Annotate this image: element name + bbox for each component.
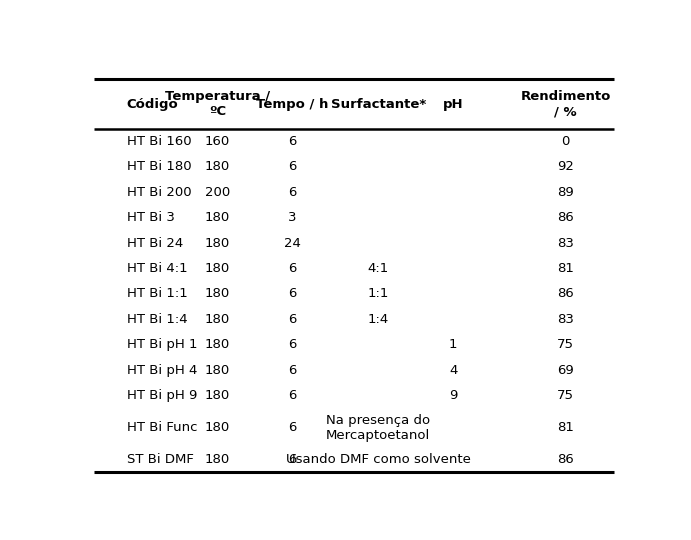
Text: HT Bi 1:1: HT Bi 1:1 <box>126 287 187 300</box>
Text: 69: 69 <box>558 363 574 376</box>
Text: 6: 6 <box>288 389 296 402</box>
Text: 4:1: 4:1 <box>368 262 389 275</box>
Text: 6: 6 <box>288 338 296 351</box>
Text: 180: 180 <box>205 211 230 224</box>
Text: HT Bi 180: HT Bi 180 <box>126 160 191 173</box>
Text: 180: 180 <box>205 421 230 434</box>
Text: 6: 6 <box>288 160 296 173</box>
Text: 6: 6 <box>288 135 296 148</box>
Text: 0: 0 <box>562 135 570 148</box>
Text: Rendimento
/ %: Rendimento / % <box>520 90 611 118</box>
Text: HT Bi 200: HT Bi 200 <box>126 186 191 199</box>
Text: 180: 180 <box>205 338 230 351</box>
Text: Surfactante*: Surfactante* <box>330 98 426 111</box>
Text: 75: 75 <box>557 338 574 351</box>
Text: 200: 200 <box>205 186 230 199</box>
Text: 180: 180 <box>205 389 230 402</box>
Text: Na presença do
Mercaptoetanol: Na presença do Mercaptoetanol <box>326 414 430 442</box>
Text: Usando DMF como solvente: Usando DMF como solvente <box>286 453 471 466</box>
Text: 6: 6 <box>288 186 296 199</box>
Text: HT Bi pH 4: HT Bi pH 4 <box>126 363 197 376</box>
Text: 9: 9 <box>449 389 457 402</box>
Text: 180: 180 <box>205 262 230 275</box>
Text: Código: Código <box>126 98 178 111</box>
Text: HT Bi 4:1: HT Bi 4:1 <box>126 262 187 275</box>
Text: HT Bi 160: HT Bi 160 <box>126 135 191 148</box>
Text: 24: 24 <box>284 237 301 249</box>
Text: 6: 6 <box>288 287 296 300</box>
Text: HT Bi Func: HT Bi Func <box>126 421 197 434</box>
Text: 1: 1 <box>449 338 457 351</box>
Text: 6: 6 <box>288 262 296 275</box>
Text: 3: 3 <box>288 211 297 224</box>
Text: 180: 180 <box>205 453 230 466</box>
Text: 160: 160 <box>205 135 230 148</box>
Text: 6: 6 <box>288 313 296 326</box>
Text: 92: 92 <box>557 160 574 173</box>
Text: HT Bi pH 1: HT Bi pH 1 <box>126 338 197 351</box>
Text: 1:4: 1:4 <box>368 313 389 326</box>
Text: 75: 75 <box>557 389 574 402</box>
Text: 180: 180 <box>205 237 230 249</box>
Text: 86: 86 <box>558 211 574 224</box>
Text: ST Bi DMF: ST Bi DMF <box>126 453 193 466</box>
Text: Temperatura /
ºC: Temperatura / ºC <box>165 90 270 118</box>
Text: Tempo / h: Tempo / h <box>256 98 329 111</box>
Text: 6: 6 <box>288 363 296 376</box>
Text: pH: pH <box>443 98 464 111</box>
Text: 180: 180 <box>205 287 230 300</box>
Text: 6: 6 <box>288 453 296 466</box>
Text: 180: 180 <box>205 313 230 326</box>
Text: 180: 180 <box>205 160 230 173</box>
Text: 81: 81 <box>557 262 574 275</box>
Text: 4: 4 <box>449 363 457 376</box>
Text: HT Bi 3: HT Bi 3 <box>126 211 174 224</box>
Text: 86: 86 <box>558 287 574 300</box>
Text: HT Bi 24: HT Bi 24 <box>126 237 183 249</box>
Text: 83: 83 <box>557 313 574 326</box>
Text: 83: 83 <box>557 237 574 249</box>
Text: 6: 6 <box>288 421 296 434</box>
Text: HT Bi 1:4: HT Bi 1:4 <box>126 313 187 326</box>
Text: 89: 89 <box>558 186 574 199</box>
Text: 81: 81 <box>557 421 574 434</box>
Text: HT Bi pH 9: HT Bi pH 9 <box>126 389 197 402</box>
Text: 86: 86 <box>558 453 574 466</box>
Text: 1:1: 1:1 <box>368 287 389 300</box>
Text: 180: 180 <box>205 363 230 376</box>
